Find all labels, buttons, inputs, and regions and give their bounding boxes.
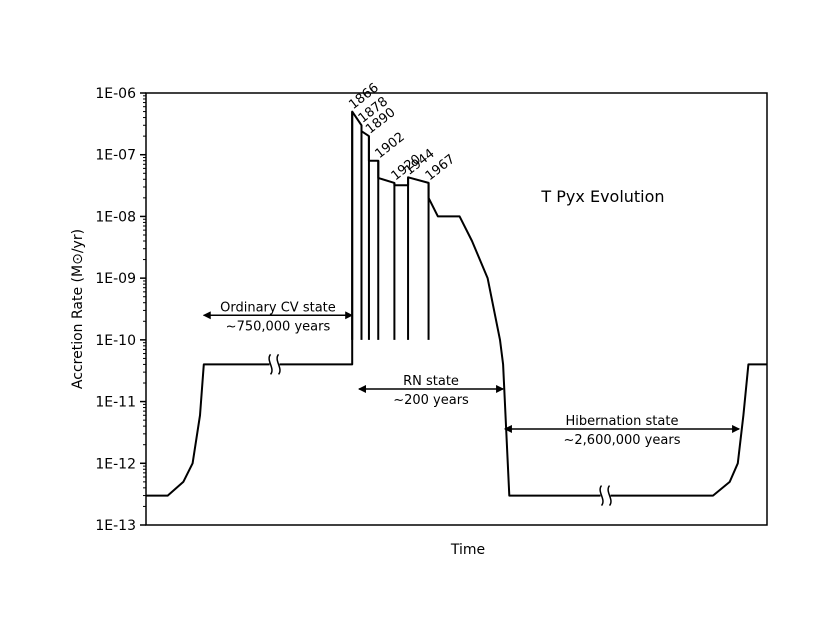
axis-break-mark [607, 485, 612, 507]
eruption-year-label-1902: 1902 [372, 130, 407, 162]
y-tick-label: 1E-12 [95, 456, 136, 472]
annotation-sublabel: ~200 years [393, 393, 469, 408]
y-tick-label: 1E-11 [95, 395, 136, 411]
plot-frame [145, 92, 768, 526]
axis-break-gap [269, 360, 280, 369]
y-axis: 1E-13 1E-12 1E-11 1E-10 1E-09 1E-08 1E-07 1E-06 [95, 86, 146, 534]
annotations: Ordinary CV state ~750,000 years RN state ~… [202, 300, 741, 448]
annotation-sublabel: ~750,000 years [226, 319, 331, 334]
y-tick-label: 1E-09 [95, 271, 136, 287]
y-tick-label: 1E-06 [95, 86, 136, 102]
annotation-label: RN state [403, 374, 459, 389]
annotation-label: Ordinary CV state [220, 300, 336, 315]
axis-breaks [268, 353, 612, 507]
y-tick-label: 1E-13 [95, 518, 136, 534]
x-axis-label: Time [450, 542, 485, 558]
axis-break-mark [276, 353, 281, 375]
chart-title: T Pyx Evolution [540, 187, 664, 206]
y-axis-label: Accretion Rate (M⊙/yr) [70, 229, 86, 389]
annotation-sublabel: ~2,600,000 years [564, 433, 681, 448]
y-tick-label: 1E-08 [95, 209, 136, 225]
axis-break-mark [599, 485, 604, 507]
axis-break-mark [268, 353, 273, 375]
annotation-label: Hibernation state [566, 414, 679, 429]
axis-break-gap [600, 491, 611, 500]
y-tick-label: 1E-10 [95, 333, 136, 349]
y-tick-label: 1E-07 [95, 148, 136, 164]
